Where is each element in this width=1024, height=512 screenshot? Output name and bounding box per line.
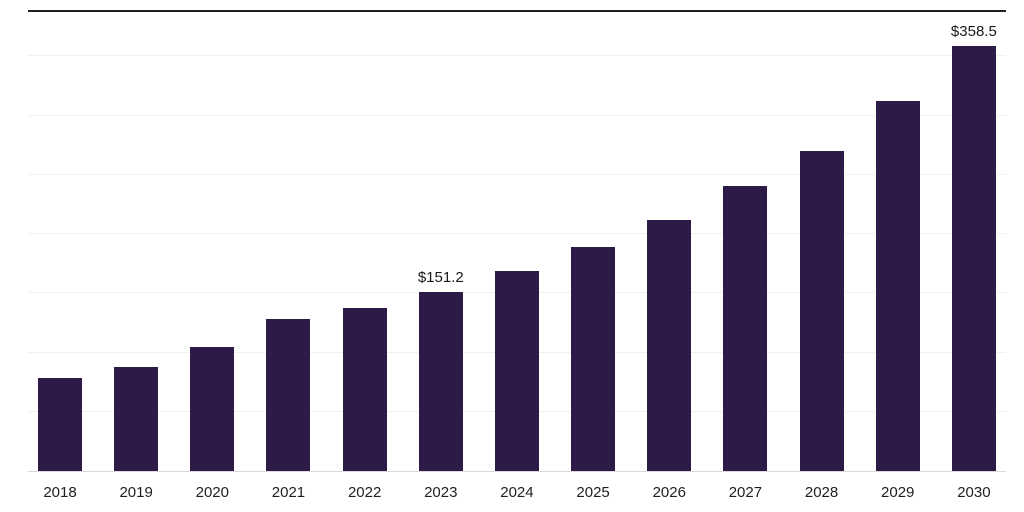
bar (114, 366, 159, 471)
bars-layer: $151.2 $358.5 (28, 12, 1006, 471)
bar (190, 346, 235, 471)
x-axis-tick-label: 2020 (195, 483, 229, 501)
x-axis-tick-label: 2018 (43, 483, 77, 501)
x-axis-tick-label: 2025 (576, 483, 610, 501)
x-axis: 2018 2019 2020 2021 2022 2023 2024 2025 2026 2027… (28, 472, 1006, 512)
bar-group (114, 12, 159, 471)
gridline (28, 55, 1006, 57)
bar (494, 270, 539, 471)
x-axis-tick-label: 2027 (728, 483, 763, 501)
bar (951, 46, 996, 471)
x-axis-tick-label: 2024 (500, 483, 534, 501)
gridline (28, 173, 1006, 175)
bar-group (875, 12, 920, 471)
bar (799, 150, 844, 471)
bar (647, 220, 692, 471)
gridline (28, 114, 1006, 116)
x-axis-tick-label: 2026 (652, 483, 686, 501)
bar (875, 101, 920, 471)
bar-group (723, 12, 768, 471)
bar-group (571, 12, 616, 471)
x-axis-tick-label: 2022 (347, 483, 382, 501)
bar-group (190, 12, 235, 471)
bar (571, 246, 616, 471)
x-axis-tick-label: 2028 (804, 483, 839, 501)
bar-group (266, 12, 311, 471)
bar (723, 186, 768, 471)
bar (38, 377, 82, 471)
bar (266, 318, 311, 471)
bar-group: $358.5 (950, 12, 997, 471)
bar-value-label: $151.2 (417, 268, 464, 286)
bar-group (799, 12, 844, 471)
x-axis-tick-label: 2019 (119, 483, 153, 501)
plot-area: $151.2 $358.5 (28, 10, 1006, 472)
x-axis-tick-label: 2021 (271, 483, 306, 501)
bar-group (38, 12, 82, 471)
bar-value-label: $358.5 (950, 23, 997, 41)
x-axis-tick-label: 2030 (957, 483, 991, 501)
gridline (28, 233, 1006, 235)
bar-group (342, 12, 387, 471)
bar (342, 307, 387, 471)
bar (418, 291, 463, 471)
bar-group (494, 12, 539, 471)
x-axis-tick-label: 2023 (424, 483, 458, 501)
x-axis-tick-label: 2029 (881, 483, 915, 501)
bar-group: $151.2 (417, 12, 464, 471)
bar-group (647, 12, 692, 471)
